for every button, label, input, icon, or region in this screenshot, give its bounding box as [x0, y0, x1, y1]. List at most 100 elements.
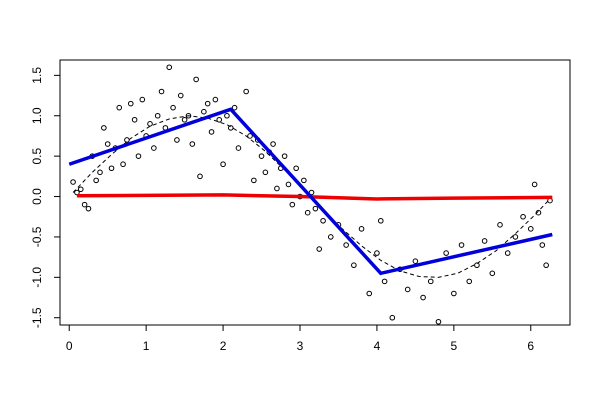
point	[151, 145, 157, 151]
point	[177, 92, 184, 99]
point	[274, 185, 280, 192]
point	[131, 116, 138, 123]
point	[474, 262, 480, 269]
point	[158, 88, 165, 95]
point	[116, 104, 123, 111]
point	[512, 234, 519, 240]
point	[201, 108, 207, 115]
y-tick-label: 1.0	[30, 107, 44, 124]
point	[97, 169, 103, 176]
point	[358, 226, 365, 232]
fit-line	[68, 107, 553, 276]
point	[85, 205, 92, 212]
point	[77, 186, 84, 193]
point	[247, 133, 253, 139]
point	[481, 238, 488, 244]
point	[216, 116, 223, 123]
point	[404, 286, 411, 293]
point	[301, 177, 307, 184]
point	[93, 177, 99, 184]
point	[70, 179, 76, 185]
point	[451, 290, 457, 297]
point	[543, 262, 549, 269]
point	[101, 125, 107, 131]
x-tick-label: 1	[143, 339, 150, 353]
point	[389, 314, 396, 321]
point	[381, 278, 388, 285]
point	[316, 246, 323, 252]
y-tick-label: -0.5	[30, 226, 44, 247]
point	[366, 290, 373, 297]
point	[520, 213, 526, 220]
point	[251, 177, 257, 184]
x-tick-label: 3	[297, 339, 304, 353]
point	[320, 217, 326, 224]
point	[351, 262, 357, 269]
point	[531, 181, 538, 188]
point	[458, 242, 465, 248]
point	[374, 250, 380, 256]
point	[197, 173, 203, 180]
point	[539, 242, 546, 248]
point	[235, 145, 242, 151]
x-tick-label: 5	[451, 339, 458, 353]
y-tick-label: 0.0	[30, 188, 44, 205]
point	[104, 141, 111, 147]
plot-frame	[59, 59, 571, 326]
point	[81, 201, 88, 208]
point	[258, 153, 265, 159]
y-tick-label: 0.5	[30, 147, 44, 164]
point	[527, 226, 534, 232]
point	[170, 104, 176, 111]
point	[108, 165, 115, 172]
x-tick-label: 4	[374, 339, 381, 353]
x-tick-label: 0	[66, 339, 73, 353]
point	[489, 270, 496, 277]
point	[166, 64, 173, 71]
point	[535, 209, 542, 216]
point	[208, 129, 215, 135]
point	[127, 100, 134, 107]
point	[466, 278, 473, 285]
point	[281, 153, 288, 159]
point	[139, 96, 146, 103]
point	[204, 100, 211, 107]
point	[224, 112, 230, 119]
point	[227, 125, 234, 131]
y-tick-label: -1.0	[30, 267, 44, 288]
point	[443, 250, 449, 256]
point	[327, 234, 334, 240]
point	[135, 153, 142, 159]
y-tick-label: 1.5	[30, 67, 44, 84]
fit-line	[76, 193, 553, 201]
point	[497, 222, 503, 228]
point	[312, 205, 319, 212]
x-tick-label: 6	[527, 339, 534, 353]
point	[193, 76, 199, 83]
point	[270, 141, 276, 147]
point	[120, 161, 126, 168]
point	[243, 88, 249, 95]
point	[147, 121, 153, 127]
point	[420, 294, 426, 301]
point	[504, 250, 511, 256]
point	[154, 112, 161, 119]
point	[220, 161, 226, 168]
point	[289, 201, 296, 208]
point	[304, 209, 311, 216]
point	[185, 112, 192, 119]
point	[231, 104, 238, 111]
point	[212, 96, 219, 103]
point	[343, 242, 349, 248]
point	[427, 278, 434, 285]
point	[412, 258, 419, 264]
point	[174, 137, 180, 143]
point	[262, 169, 269, 176]
point	[293, 165, 299, 172]
point	[124, 137, 130, 143]
x-tick-label: 2	[220, 339, 227, 353]
point	[285, 181, 292, 188]
point	[181, 116, 188, 123]
